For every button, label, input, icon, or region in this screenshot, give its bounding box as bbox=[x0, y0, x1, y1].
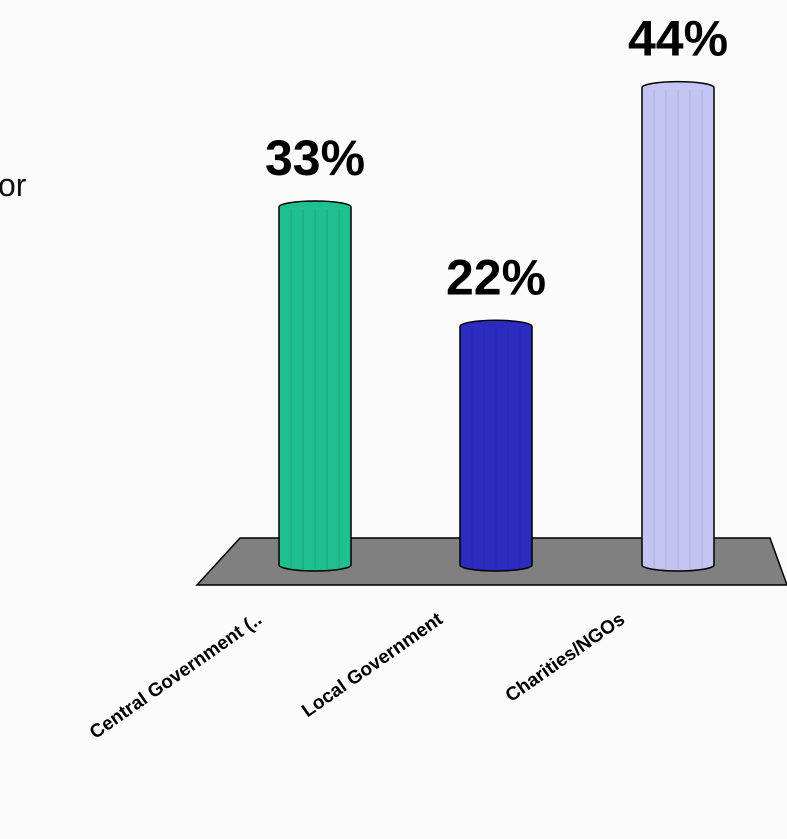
bar bbox=[278, 200, 352, 572]
value-label: 44% bbox=[628, 11, 728, 67]
value-label: 33% bbox=[265, 130, 365, 186]
bar bbox=[641, 80, 715, 572]
annotation: or bbox=[0, 167, 27, 203]
value-label: 22% bbox=[446, 249, 546, 305]
bar bbox=[459, 319, 533, 572]
